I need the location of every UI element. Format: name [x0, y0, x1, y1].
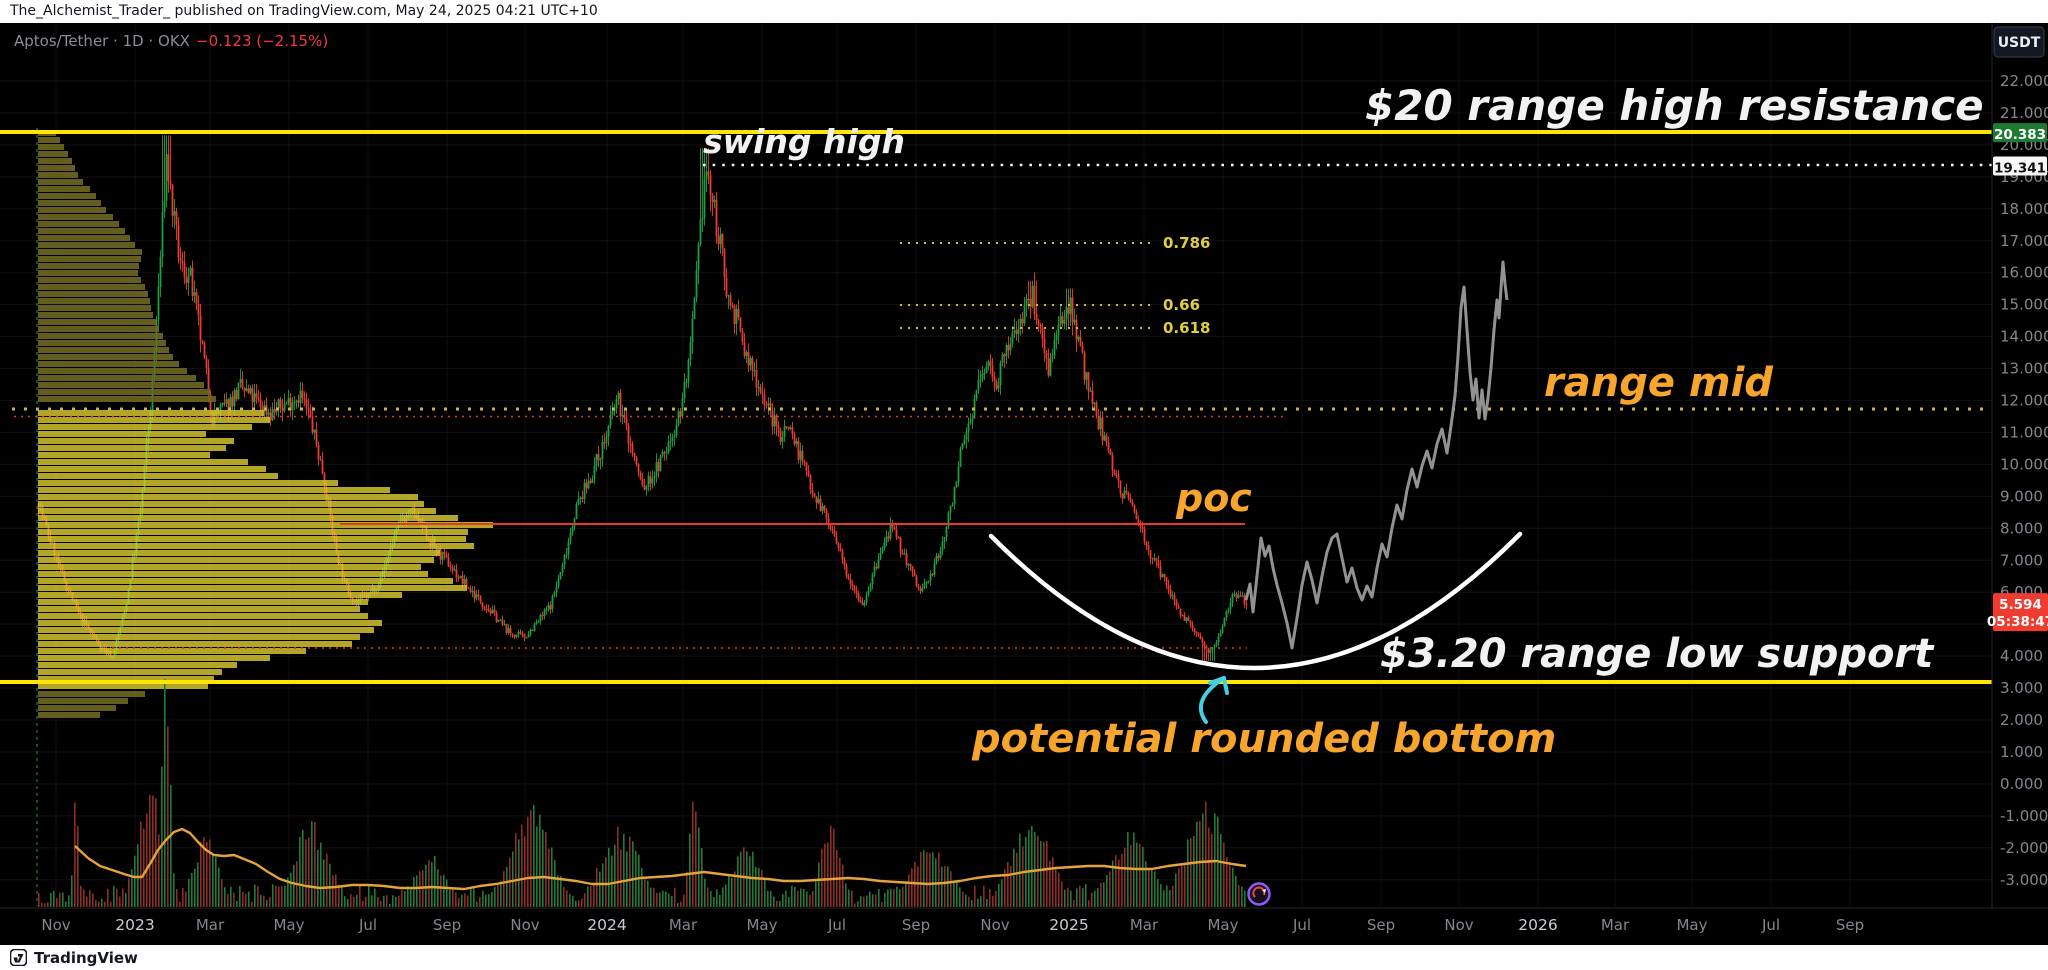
attribution-bar: The_Alchemist_Trader_ published on Tradi… — [0, 0, 2048, 23]
svg-text:May: May — [273, 916, 304, 934]
range-high-label[interactable]: $20 range high resistance — [1365, 81, 1984, 130]
svg-text:2023: 2023 — [115, 916, 154, 934]
svg-text:Jul: Jul — [1292, 916, 1311, 934]
currency-toggle-label: USDT — [1998, 35, 2041, 51]
price-axis[interactable]: 22.00021.00020.00019.00018.00017.00016.0… — [1991, 23, 2048, 945]
svg-text:5.594: 5.594 — [1999, 597, 2042, 613]
volume-histogram — [38, 679, 1271, 907]
svg-text:17.000: 17.000 — [2000, 232, 2048, 250]
svg-text:-3.000: -3.000 — [2000, 871, 2048, 889]
currency-toggle-button[interactable]: USDT — [1993, 26, 2045, 58]
svg-text:-1.000: -1.000 — [2000, 807, 2048, 825]
indicator-refresh-icon — [1247, 882, 1271, 906]
symbol-legend[interactable]: Aptos/Tether · 1D · OKX — [14, 32, 190, 50]
svg-text:2026: 2026 — [1518, 916, 1557, 934]
fib-label-0.618: 0.618 — [1163, 319, 1210, 337]
svg-text:May: May — [1207, 916, 1238, 934]
svg-text:2025: 2025 — [1049, 916, 1088, 934]
svg-text:Nov: Nov — [980, 916, 1009, 934]
rounded-bottom-curve[interactable] — [988, 531, 1523, 724]
svg-text:Sep: Sep — [902, 916, 930, 934]
time-axis[interactable]: Nov 2023 Mar May Jul Sep Nov 2024 Mar May Jul Sep No… — [0, 907, 2048, 945]
svg-text:9.000: 9.000 — [2000, 487, 2043, 505]
svg-text:22.000: 22.000 — [2000, 72, 2048, 90]
svg-text:1.000: 1.000 — [2000, 743, 2043, 761]
svg-text:0.000: 0.000 — [2000, 775, 2043, 793]
fib-label-0.786: 0.786 — [1163, 234, 1210, 252]
change-legend: −0.123 (−2.15%) — [196, 32, 328, 50]
svg-text:10.000: 10.000 — [2000, 455, 2048, 473]
gray-projection-path[interactable] — [1244, 260, 1509, 650]
range-mid-label[interactable]: range mid — [1544, 360, 1773, 406]
attribution-text: The_Alchemist_Trader_ published on Tradi… — [10, 3, 598, 19]
rounded-bottom-label[interactable]: potential rounded bottom — [971, 716, 1556, 762]
volume-profile — [38, 130, 493, 718]
svg-text:19.341: 19.341 — [1994, 160, 2046, 176]
svg-text:15.000: 15.000 — [2000, 296, 2048, 314]
svg-text:20.383: 20.383 — [1994, 127, 2046, 143]
svg-text:Sep: Sep — [433, 916, 461, 934]
svg-text:Nov: Nov — [1444, 916, 1473, 934]
svg-text:Nov: Nov — [41, 916, 70, 934]
svg-text:11.000: 11.000 — [2000, 423, 2048, 441]
svg-text:Mar: Mar — [1130, 916, 1159, 934]
svg-text:Jul: Jul — [827, 916, 846, 934]
text-annotations[interactable]: swing high $20 range high resistance range… — [703, 81, 1984, 762]
svg-text:05:38:47: 05:38:47 — [1987, 614, 2048, 630]
svg-text:Sep: Sep — [1367, 916, 1395, 934]
svg-text:Mar: Mar — [1601, 916, 1630, 934]
svg-text:21.000: 21.000 — [2000, 104, 2048, 122]
range-low-label[interactable]: $3.20 range low support — [1380, 631, 1935, 677]
svg-text:-2.000: -2.000 — [2000, 839, 2048, 857]
svg-text:Nov: Nov — [510, 916, 539, 934]
svg-text:Jul: Jul — [1761, 916, 1780, 934]
svg-text:2.000: 2.000 — [2000, 711, 2043, 729]
svg-text:3.000: 3.000 — [2000, 679, 2043, 697]
svg-text:14.000: 14.000 — [2000, 328, 2048, 346]
svg-text:4.000: 4.000 — [2000, 647, 2043, 665]
swing-high-label[interactable]: swing high — [703, 122, 905, 161]
tradingview-logo-icon[interactable] — [10, 949, 27, 966]
footer-bar: TradingView — [0, 945, 2048, 970]
horizontal-lines[interactable] — [0, 130, 1992, 684]
projection-polyline — [1244, 260, 1509, 650]
svg-text:Jul: Jul — [358, 916, 377, 934]
rounded-bottom-arc — [988, 531, 1523, 671]
cyan-arrow — [1222, 676, 1229, 695]
tradingview-brand[interactable]: TradingView — [34, 948, 138, 967]
fib-label-0.66: 0.66 — [1163, 296, 1200, 314]
svg-text:18.000: 18.000 — [2000, 200, 2048, 218]
gridlines — [0, 23, 1992, 906]
poc-label[interactable]: poc — [1175, 476, 1252, 520]
svg-text:2024: 2024 — [587, 916, 626, 934]
svg-text:May: May — [746, 916, 777, 934]
svg-text:May: May — [1676, 916, 1707, 934]
svg-text:7.000: 7.000 — [2000, 551, 2043, 569]
cyan-arrow — [1208, 676, 1226, 685]
svg-text:Mar: Mar — [196, 916, 225, 934]
svg-text:Sep: Sep — [1836, 916, 1864, 934]
svg-text:Mar: Mar — [669, 916, 698, 934]
svg-text:12.000: 12.000 — [2000, 392, 2048, 410]
svg-text:16.000: 16.000 — [2000, 264, 2048, 282]
svg-text:13.000: 13.000 — [2000, 360, 2048, 378]
svg-text:8.000: 8.000 — [2000, 519, 2043, 537]
fib-retracement[interactable]: 0.786 0.66 0.618 — [1163, 234, 1210, 337]
